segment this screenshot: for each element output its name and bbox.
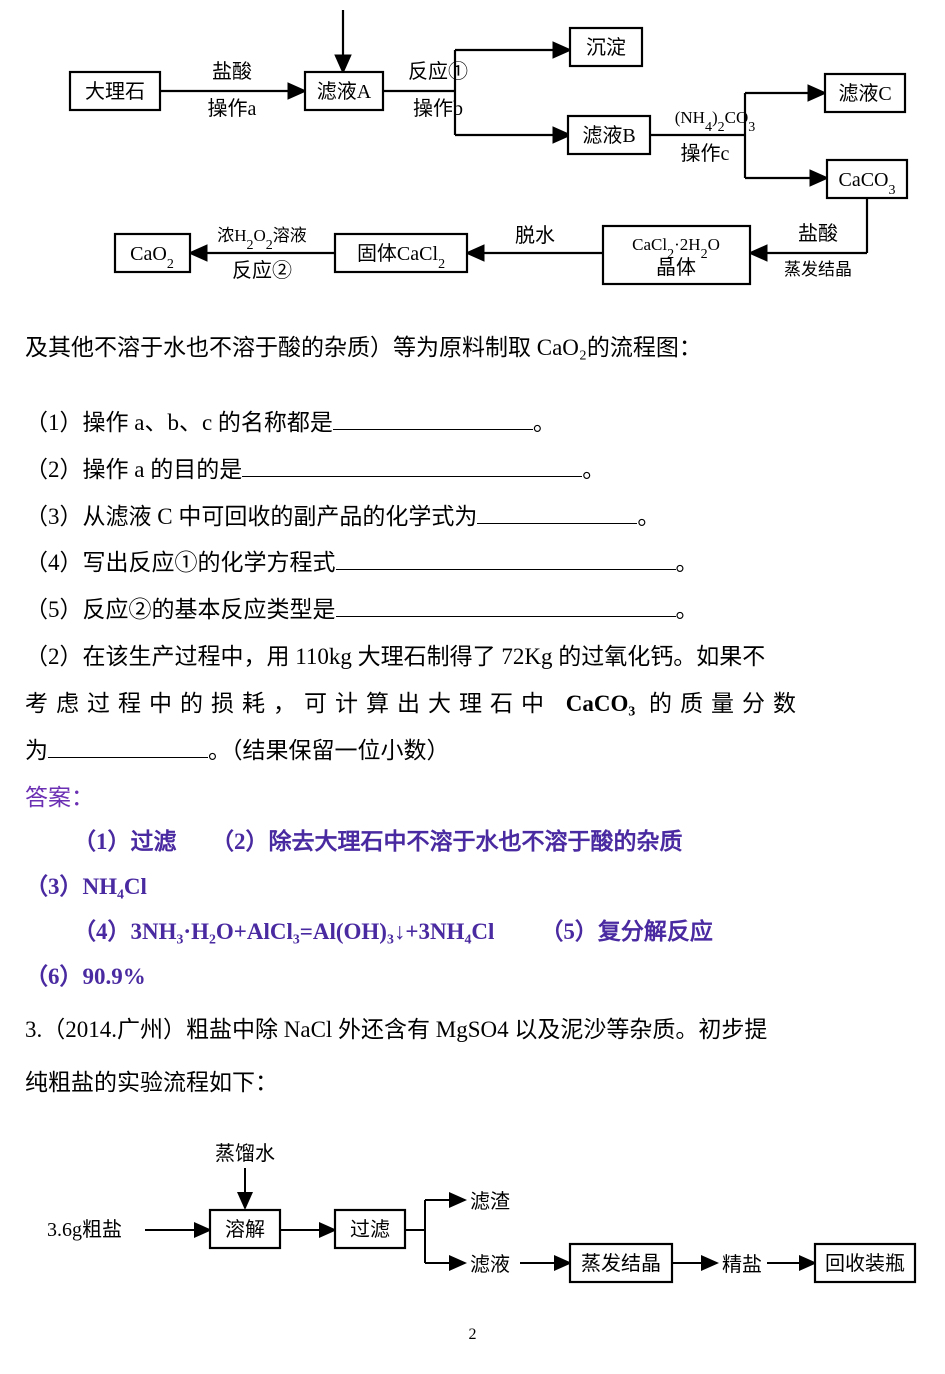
q1-text: （1）操作 a、b、c 的名称都是 [25, 410, 333, 435]
q5-text: （5）反应②的基本反应类型是 [25, 597, 336, 622]
q1: （1）操作 a、b、c 的名称都是 。 [25, 401, 920, 446]
q1-end: 。 [533, 410, 556, 435]
a2-num: （2） [211, 829, 269, 854]
edge-op-a: 操作a [208, 97, 257, 120]
q6b-suf: 的质量分数 [635, 691, 804, 716]
edge-rxn1: 反应① [408, 60, 468, 83]
diagram1-svg: 大理石 盐酸 操作a 滤液A 反应① 操作b 沉淀 滤液B (NH4)2CO3 [25, 10, 920, 290]
node-marble-label: 大理石 [85, 80, 145, 103]
q6c-blank [48, 732, 208, 757]
edge-hcl: 盐酸 [212, 60, 252, 83]
a1-txt: 过滤 [131, 829, 177, 854]
node-dissolve-label: 溶解 [225, 1218, 265, 1241]
node-crystal-l2: 晶体 [656, 256, 696, 279]
answer-6: （6）90.9% [25, 955, 920, 1000]
q4: （4）写出反应①的化学方程式 。 [25, 541, 920, 586]
edge-op-c: 操作c [681, 142, 730, 165]
intro-continuation: 及其他不溶于水也不溶于酸的杂质）等为原料制取 CaO₂的流程图： [25, 326, 920, 371]
d2-residue: 滤渣 [470, 1190, 510, 1213]
q3-line2: 纯粗盐的实验流程如下： [25, 1057, 920, 1110]
q5: （5）反应②的基本反应类型是 。 [25, 588, 920, 633]
node-filtrateB-label: 滤液B [582, 124, 635, 147]
q6b: 考虑过程中的损耗，可计算出大理石中 CaCO₃ 的质量分数 [25, 682, 920, 727]
a2-txt: 除去大理石中不溶于水也不溶于酸的杂质 [269, 829, 683, 854]
a3-txt: NH₄Cl [83, 874, 147, 899]
flowchart-cao2: 大理石 盐酸 操作a 滤液A 反应① 操作b 沉淀 滤液B (NH4)2CO3 [25, 0, 920, 300]
node-precip-label: 沉淀 [586, 36, 626, 59]
q6c: 为 。（结果保留一位小数） [25, 729, 920, 774]
d2-distilled: 蒸馏水 [215, 1142, 275, 1165]
q2-text: （2）操作 a 的目的是 [25, 457, 242, 482]
node-evap-label: 蒸发结晶 [581, 1252, 661, 1275]
edge-h2o2: 浓H2O2溶液 [217, 226, 307, 253]
a5-num: （5） [540, 919, 598, 944]
edge-dehydrate: 脱水 [515, 224, 555, 247]
answer-4-5: （4）3NH₃·H₂O+AlCl₃=Al(OH)₃↓+3NH₄Cl （5）复分解… [25, 910, 920, 955]
page-number: 2 [25, 1326, 920, 1344]
q3-line1: 3.（2014.广州）粗盐中除 NaCl 外还含有 MgSO4 以及泥沙等杂质。… [25, 1004, 920, 1057]
q4-end: 。 [676, 550, 699, 575]
node-filtrateA-label: 滤液A [317, 80, 372, 103]
d2-input: 3.6g粗盐 [47, 1218, 122, 1241]
q1-blank [333, 405, 533, 430]
edge-hcl2: 盐酸 [798, 222, 838, 245]
q6c-text: 为 [25, 738, 48, 763]
q3-end: 。 [637, 504, 660, 529]
a1-num: （1） [73, 829, 131, 854]
q6b-bold: CaCO₃ [566, 691, 636, 716]
a6-txt: 90.9% [83, 964, 146, 989]
q4-text: （4）写出反应①的化学方程式 [25, 550, 336, 575]
q2-blank [242, 451, 582, 476]
q6b-pre: 考虑过程中的损耗，可计算出大理石中 [25, 691, 566, 716]
q2: （2）操作 a 的目的是 。 [25, 448, 920, 493]
node-filter-label: 过滤 [350, 1218, 390, 1241]
node-bottle-label: 回收装瓶 [825, 1252, 905, 1275]
answer-label: 答案： [25, 776, 920, 821]
answer-1-2: （1）过滤 （2）除去大理石中不溶于水也不溶于酸的杂质 [25, 820, 920, 865]
edge-rxn2: 反应② [232, 259, 292, 282]
a3-num: （3） [25, 874, 83, 899]
q3-blank [477, 498, 637, 523]
q6c-end: 。（结果保留一位小数） [208, 738, 450, 763]
diagram2-svg: 蒸馏水 3.6g粗盐 溶解 过滤 滤渣 滤液 蒸发结晶 精盐 [25, 1138, 920, 1288]
edge-nh4co3: (NH4)2CO3 [675, 108, 756, 135]
flowchart-salt: 蒸馏水 3.6g粗盐 溶解 过滤 滤渣 滤液 蒸发结晶 精盐 [25, 1128, 920, 1298]
q5-blank [336, 592, 676, 617]
q4-blank [336, 545, 676, 570]
a4-txt: 3NH₃·H₂O+AlCl₃=Al(OH)₃↓+3NH₄Cl [131, 919, 495, 944]
d2-filtrate: 滤液 [470, 1253, 510, 1276]
a5-txt: 复分解反应 [598, 919, 713, 944]
d2-refined: 精盐 [722, 1253, 762, 1276]
q3: （3）从滤液 C 中可回收的副产品的化学式为 。 [25, 495, 920, 540]
edge-evap: 蒸发结晶 [784, 260, 852, 279]
node-filtrateC-label: 滤液C [838, 82, 891, 105]
a4-num: （4） [73, 919, 131, 944]
q2-end: 。 [582, 457, 605, 482]
answer-3: （3）NH₄Cl [25, 865, 920, 910]
q6a: （2）在该生产过程中，用 110kg 大理石制得了 72Kg 的过氧化钙。如果不 [25, 635, 920, 680]
a6-num: （6） [25, 964, 83, 989]
q5-end: 。 [676, 597, 699, 622]
q3-text: （3）从滤液 C 中可回收的副产品的化学式为 [25, 504, 477, 529]
